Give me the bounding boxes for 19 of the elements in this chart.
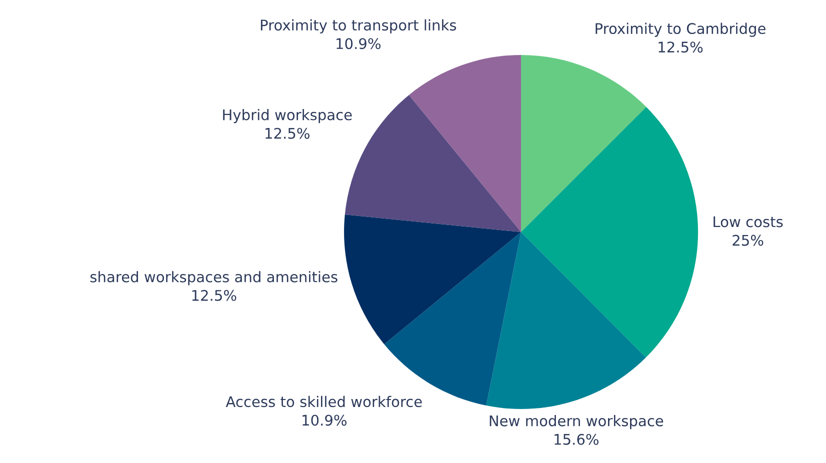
data-label: 15.6%	[554, 434, 599, 445]
slice-label: New modern workspace	[490, 415, 664, 430]
data-label: 10.9%	[302, 414, 347, 426]
pie-slice	[344, 214, 522, 344]
slice-label: shared workspaces and amenities	[90, 271, 338, 286]
data-label: 12.5%	[192, 290, 236, 301]
pie-slice	[521, 55, 646, 232]
data-label: 12.5%	[658, 42, 703, 53]
pie-slice	[486, 232, 646, 410]
data-label: 10.9%	[336, 38, 381, 50]
data-label: 12.5%	[266, 128, 310, 139]
slice-label: Hybrid workspace	[223, 109, 352, 124]
slice-label: Access to skilled workforce	[226, 396, 422, 408]
pie-slice	[521, 106, 698, 358]
slice-label: Proximity to transport links	[260, 19, 456, 34]
slice-label: Low costs	[714, 216, 783, 228]
slice-label: Proximity to Cambridge	[596, 22, 766, 37]
pie-slice	[408, 55, 522, 232]
data-label: 25%	[732, 234, 764, 246]
